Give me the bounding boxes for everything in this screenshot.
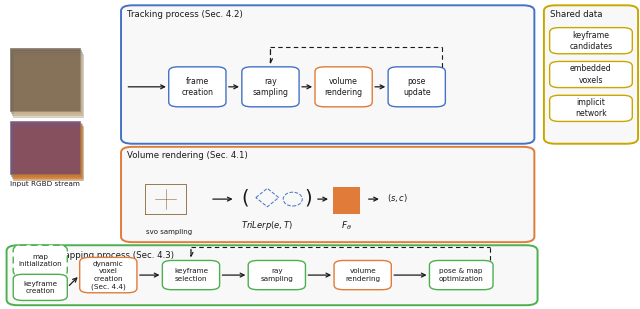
- Text: Input RGBD stream: Input RGBD stream: [10, 181, 79, 187]
- Text: $F_\theta$: $F_\theta$: [341, 220, 352, 232]
- Bar: [10, 49, 80, 112]
- FancyBboxPatch shape: [13, 245, 67, 276]
- Text: embedded
voxels: embedded voxels: [570, 65, 612, 85]
- FancyBboxPatch shape: [550, 95, 632, 121]
- Text: $TriLerp(e,T)$: $TriLerp(e,T)$: [241, 219, 293, 232]
- Text: keyframe
creation: keyframe creation: [23, 281, 58, 294]
- Text: volume
rendering: volume rendering: [345, 268, 380, 282]
- FancyBboxPatch shape: [169, 67, 226, 107]
- Text: pose
update: pose update: [403, 77, 431, 97]
- Bar: [11, 50, 81, 113]
- Text: volume
rendering: volume rendering: [324, 77, 363, 97]
- FancyBboxPatch shape: [334, 260, 391, 290]
- FancyBboxPatch shape: [13, 274, 67, 300]
- Text: dynamic
voxel
creation
(Sec. 4.4): dynamic voxel creation (Sec. 4.4): [91, 260, 125, 290]
- FancyBboxPatch shape: [429, 260, 493, 290]
- Text: Tracking process (Sec. 4.2): Tracking process (Sec. 4.2): [127, 10, 243, 19]
- Bar: [342, 187, 352, 214]
- Text: map
initialization: map initialization: [19, 254, 62, 267]
- Text: frame
creation: frame creation: [181, 77, 213, 97]
- FancyBboxPatch shape: [121, 147, 534, 242]
- Bar: [10, 49, 80, 112]
- Text: keyframe
selection: keyframe selection: [174, 268, 208, 282]
- FancyBboxPatch shape: [550, 61, 632, 87]
- Bar: [10, 121, 80, 175]
- Text: svo sampling: svo sampling: [146, 229, 192, 235]
- FancyBboxPatch shape: [121, 5, 534, 144]
- Bar: [13, 126, 83, 180]
- FancyBboxPatch shape: [248, 260, 305, 290]
- Bar: [13, 54, 83, 117]
- Text: ): ): [304, 188, 312, 207]
- Text: pose & map
optimization: pose & map optimization: [439, 268, 484, 282]
- FancyBboxPatch shape: [544, 5, 638, 144]
- Bar: [350, 187, 360, 214]
- FancyBboxPatch shape: [315, 67, 372, 107]
- FancyBboxPatch shape: [388, 67, 445, 107]
- Bar: [333, 187, 344, 214]
- FancyBboxPatch shape: [550, 28, 632, 54]
- Bar: [12, 52, 82, 115]
- FancyBboxPatch shape: [242, 67, 299, 107]
- Text: Shared data: Shared data: [550, 10, 603, 19]
- Text: ray
sampling: ray sampling: [260, 268, 293, 282]
- Text: Mapping process (Sec. 4.3): Mapping process (Sec. 4.3): [58, 251, 175, 260]
- FancyBboxPatch shape: [163, 260, 220, 290]
- FancyBboxPatch shape: [80, 257, 137, 293]
- Text: implicit
network: implicit network: [575, 98, 607, 118]
- Bar: [10, 121, 80, 175]
- Text: ray
sampling: ray sampling: [252, 77, 289, 97]
- FancyBboxPatch shape: [6, 245, 538, 305]
- Text: keyframe
candidates: keyframe candidates: [570, 31, 612, 51]
- Text: $(s,c)$: $(s,c)$: [387, 192, 408, 204]
- Bar: [11, 122, 81, 176]
- Text: (: (: [242, 188, 250, 207]
- Text: Volume rendering (Sec. 4.1): Volume rendering (Sec. 4.1): [127, 151, 248, 160]
- Bar: [12, 124, 82, 178]
